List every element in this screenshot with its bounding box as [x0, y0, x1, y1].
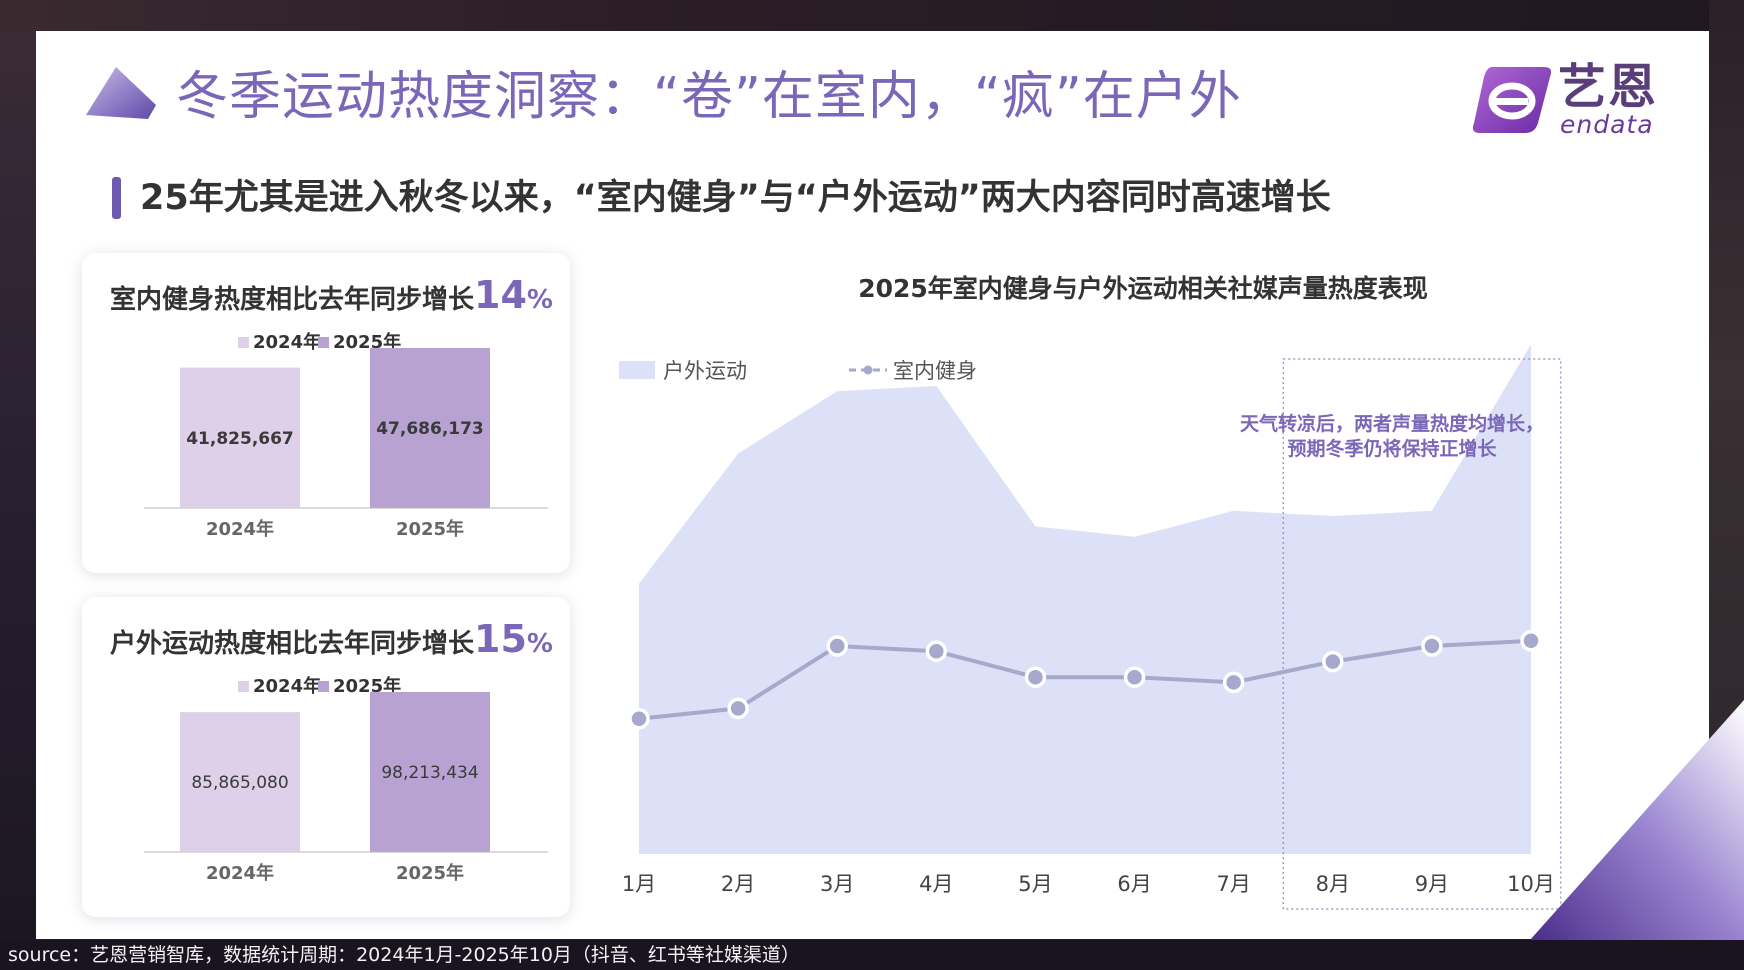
- x-tick-label: 9月: [1415, 872, 1449, 896]
- subtitle: 25年尤其是进入秋冬以来，“室内健身”与“户外运动”两大内容同时高速增长: [140, 178, 1331, 218]
- legend-label: 2024年: [253, 675, 321, 697]
- bar-legend: 2024年 2025年: [238, 675, 401, 697]
- source-footer: source：艺恩营销智库，数据统计周期：2024年1月-2025年10月（抖音…: [0, 940, 1744, 970]
- legend-area-swatch: [619, 361, 655, 379]
- card-title-text: 户外运动热度相比去年同步增长: [110, 629, 475, 659]
- bar-category-label: 2025年: [396, 518, 464, 540]
- bar-value-label: 41,825,667: [186, 429, 294, 449]
- x-tick-label: 3月: [820, 872, 854, 896]
- logo-text-cn: 艺恩: [1558, 59, 1659, 115]
- legend-label: 2025年: [333, 675, 401, 697]
- x-tick-label: 2月: [721, 872, 755, 896]
- bar-value-label: 47,686,173: [376, 419, 484, 439]
- x-tick-label: 1月: [622, 872, 656, 896]
- bar-category-label: 2025年: [396, 862, 464, 884]
- bar-category-label: 2024年: [206, 518, 274, 540]
- highlight-box: [1282, 358, 1562, 910]
- corner-decoration: [1530, 700, 1744, 940]
- legend-label: 户外运动: [663, 359, 747, 383]
- x-tick-label: 6月: [1117, 872, 1151, 896]
- annotation-line: 预期冬季仍将保持正增长: [1287, 437, 1497, 460]
- title-triangle-icon: [86, 67, 156, 119]
- bar-legend: 2024年 2025年: [238, 331, 401, 353]
- outdoor-area-series: [639, 344, 1531, 854]
- bar: [180, 712, 300, 852]
- indoor-data-point: [925, 640, 948, 662]
- background-left: [0, 0, 36, 940]
- indoor-data-point: [727, 697, 749, 720]
- annotation-line: 天气转凉后，两者声量热度均增长，: [1240, 412, 1544, 435]
- card-title: 户外运动热度相比去年同步增长15%: [110, 617, 553, 666]
- x-tick-label: 8月: [1316, 872, 1350, 896]
- outdoor-sports-card: 户外运动热度相比去年同步增长15% 2024年 2025年 85,865,080 20…: [82, 597, 570, 917]
- indoor-fitness-card: 室内健身热度相比去年同步增长14% 2024年 2025年 41,825,667 20…: [82, 253, 570, 573]
- legend-swatch: [238, 337, 249, 348]
- legend-label: 室内健身: [893, 359, 977, 383]
- bar-category-label: 2024年: [206, 862, 274, 884]
- indoor-data-point: [1123, 666, 1146, 688]
- legend-swatch: [318, 681, 329, 692]
- x-tick-label: 10月: [1507, 872, 1555, 896]
- growth-percent-value: 14: [474, 273, 527, 317]
- x-tick-label: 7月: [1216, 872, 1250, 896]
- chart-legend: 户外运动 室内健身: [619, 359, 977, 383]
- growth-percent-value: 15: [474, 617, 527, 661]
- bar: [180, 367, 300, 508]
- bar-value-label: 85,865,080: [191, 773, 288, 793]
- background-top: [0, 0, 1744, 31]
- indoor-data-point: [826, 635, 848, 657]
- source-text: source：艺恩营销智库，数据统计周期：2024年1月-2025年10月（抖音…: [8, 944, 800, 966]
- indoor-line-series: [638, 638, 1532, 721]
- indoor-bar-chart: 2024年 2025年 41,825,667 2024年 47,686,173 2025年: [144, 331, 548, 540]
- indoor-data-point: [628, 708, 650, 730]
- legend-swatch: [318, 337, 329, 348]
- card-title-text: 室内健身热度相比去年同步增长: [110, 285, 475, 315]
- indoor-data-point: [1024, 666, 1047, 688]
- bar: [370, 692, 490, 852]
- legend-label: 2024年: [253, 331, 321, 353]
- growth-percent-sign: %: [526, 285, 553, 315]
- x-tick-label: 5月: [1018, 872, 1052, 896]
- slide: 冬季运动热度洞察：“卷”在室内，“疯”在户外 艺恩 endata 25年尤其是进…: [36, 31, 1709, 939]
- indoor-data-point: [1520, 630, 1542, 652]
- indoor-data-point: [1322, 650, 1344, 673]
- growth-percent-sign: %: [526, 629, 553, 659]
- bar-value-label: 98,213,434: [381, 763, 478, 783]
- bar: [370, 348, 490, 508]
- highlight-annotation: 天气转凉后，两者声量热度均增长，预期冬季仍将保持正增长: [1240, 412, 1544, 460]
- legend-swatch: [238, 681, 249, 692]
- outdoor-bar-chart: 2024年 2025年 85,865,080 2024年 98,213,434 2025年: [144, 675, 548, 884]
- indoor-data-point: [1222, 671, 1245, 694]
- legend-label: 2025年: [333, 331, 401, 353]
- indoor-data-point: [1421, 635, 1443, 657]
- card-title: 室内健身热度相比去年同步增长14%: [110, 273, 553, 322]
- x-tick-label: 4月: [919, 872, 953, 896]
- logo-text-en: endata: [1560, 110, 1654, 139]
- page-title: 冬季运动热度洞察：“卷”在室内，“疯”在户外: [176, 67, 1242, 127]
- endata-e-logo-icon: [1472, 67, 1552, 133]
- chart-title: 2025年室内健身与户外运动相关社媒声量热度表现: [858, 274, 1428, 303]
- subtitle-accent-bar: [112, 177, 121, 219]
- legend-line-marker: [863, 365, 873, 375]
